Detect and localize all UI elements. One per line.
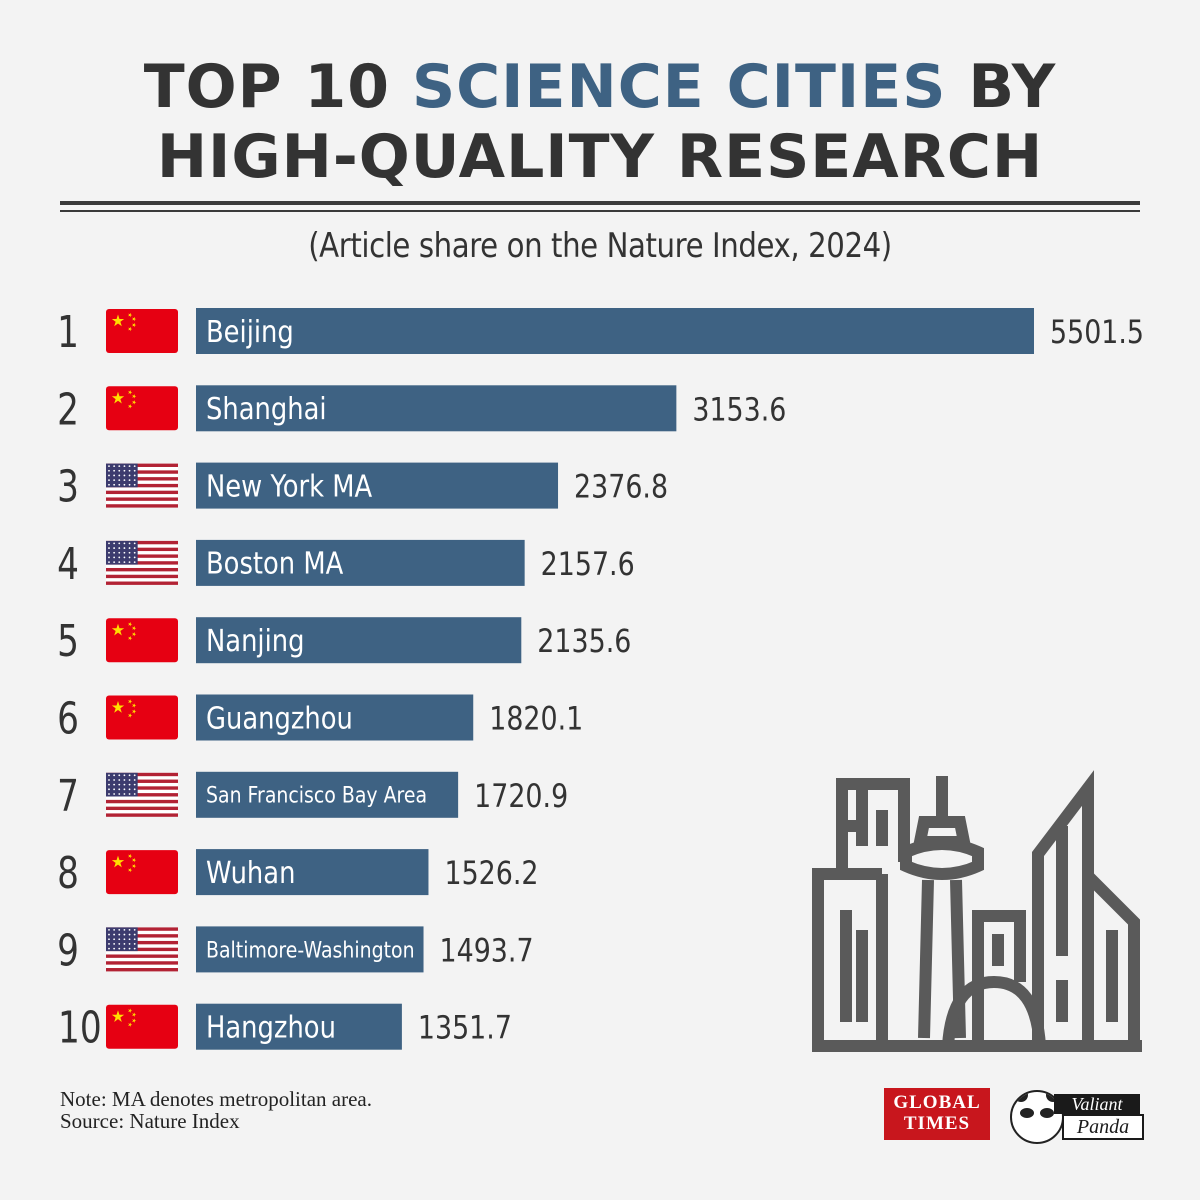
china-flag-icon xyxy=(106,850,178,895)
rank-label: 8 xyxy=(57,848,79,899)
city-label: New York MA xyxy=(206,469,372,504)
china-flag-icon xyxy=(106,386,178,431)
title-part1: TOP 10 xyxy=(143,52,412,122)
value-label: 3153.6 xyxy=(692,391,786,428)
bar xyxy=(196,849,429,896)
bar xyxy=(196,926,424,973)
bar xyxy=(196,771,459,818)
city-label: San Francisco Bay Area xyxy=(206,782,427,808)
title-line2: HIGH-QUALITY RESEARCH xyxy=(156,122,1044,192)
city-label: Boston MA xyxy=(206,546,343,581)
panda-text: Panda xyxy=(1062,1114,1144,1140)
value-label: 5501.5 xyxy=(1050,314,1144,351)
value-label: 2157.6 xyxy=(541,546,635,583)
rank-label: 4 xyxy=(57,539,79,590)
global-times-line2: TIMES xyxy=(903,1113,971,1134)
city-skyline-icon xyxy=(812,770,1142,1052)
value-label: 1351.7 xyxy=(418,1009,512,1046)
rank-label: 2 xyxy=(57,384,79,435)
rank-label: 6 xyxy=(57,693,79,744)
value-label: 2376.8 xyxy=(574,468,668,505)
value-label: 1720.9 xyxy=(474,778,568,815)
city-label: Guangzhou xyxy=(206,700,353,735)
usa-flag-icon xyxy=(106,463,178,508)
global-times-line1: GLOBAL xyxy=(893,1092,981,1113)
china-flag-icon xyxy=(106,695,178,740)
usa-flag-icon xyxy=(106,927,178,972)
rank-label: 3 xyxy=(57,461,79,512)
usa-flag-icon xyxy=(106,540,178,585)
bar xyxy=(196,462,559,509)
city-label: Shanghai xyxy=(206,391,327,426)
title-divider-bottom xyxy=(60,210,1140,212)
bar xyxy=(196,617,522,664)
bar xyxy=(196,385,677,432)
bar xyxy=(196,539,525,586)
title-part2: BY xyxy=(946,52,1057,122)
china-flag-icon xyxy=(106,309,178,353)
bar-chart: 1 Beijing 5501.5 2 Shanghai 3153.6 3 New York M… xyxy=(57,307,1144,1054)
value-label: 1493.7 xyxy=(440,932,534,969)
bar xyxy=(196,694,474,741)
china-flag-icon xyxy=(106,1004,178,1049)
city-label: Nanjing xyxy=(206,623,304,658)
chart-title: TOP 10 SCIENCE CITIES BY HIGH-QUALITY RE… xyxy=(0,52,1200,192)
bar xyxy=(196,308,1034,354)
rank-label: 10 xyxy=(58,1003,102,1054)
bar xyxy=(196,1003,402,1050)
rank-label: 1 xyxy=(57,307,79,358)
global-times-logo: GLOBAL TIMES xyxy=(884,1088,990,1140)
chart-subtitle: (Article share on the Nature Index, 2024… xyxy=(308,226,892,266)
note-text: Note: MA denotes metropolitan area. xyxy=(60,1087,372,1111)
city-label: Beijing xyxy=(206,314,294,349)
city-label: Baltimore-Washington xyxy=(206,937,415,963)
value-label: 1820.1 xyxy=(489,700,583,737)
footer-note: Note: MA denotes metropolitan area. Sour… xyxy=(60,1088,372,1132)
title-divider-top xyxy=(60,201,1140,205)
city-label: Hangzhou xyxy=(206,1010,336,1045)
rank-label: 9 xyxy=(57,925,79,976)
rank-label: 5 xyxy=(57,616,79,667)
valiant-text: Valiant xyxy=(1054,1094,1140,1114)
china-flag-icon xyxy=(106,618,178,663)
title-accent: SCIENCE CITIES xyxy=(411,52,947,122)
usa-flag-icon xyxy=(106,772,178,817)
city-label: Wuhan xyxy=(206,855,295,890)
value-label: 2135.6 xyxy=(537,623,631,660)
valiant-panda-logo: Valiant Panda xyxy=(1004,1086,1144,1146)
rank-label: 7 xyxy=(57,771,79,822)
source-text: Source: Nature Index xyxy=(60,1109,240,1133)
value-label: 1526.2 xyxy=(444,855,538,892)
